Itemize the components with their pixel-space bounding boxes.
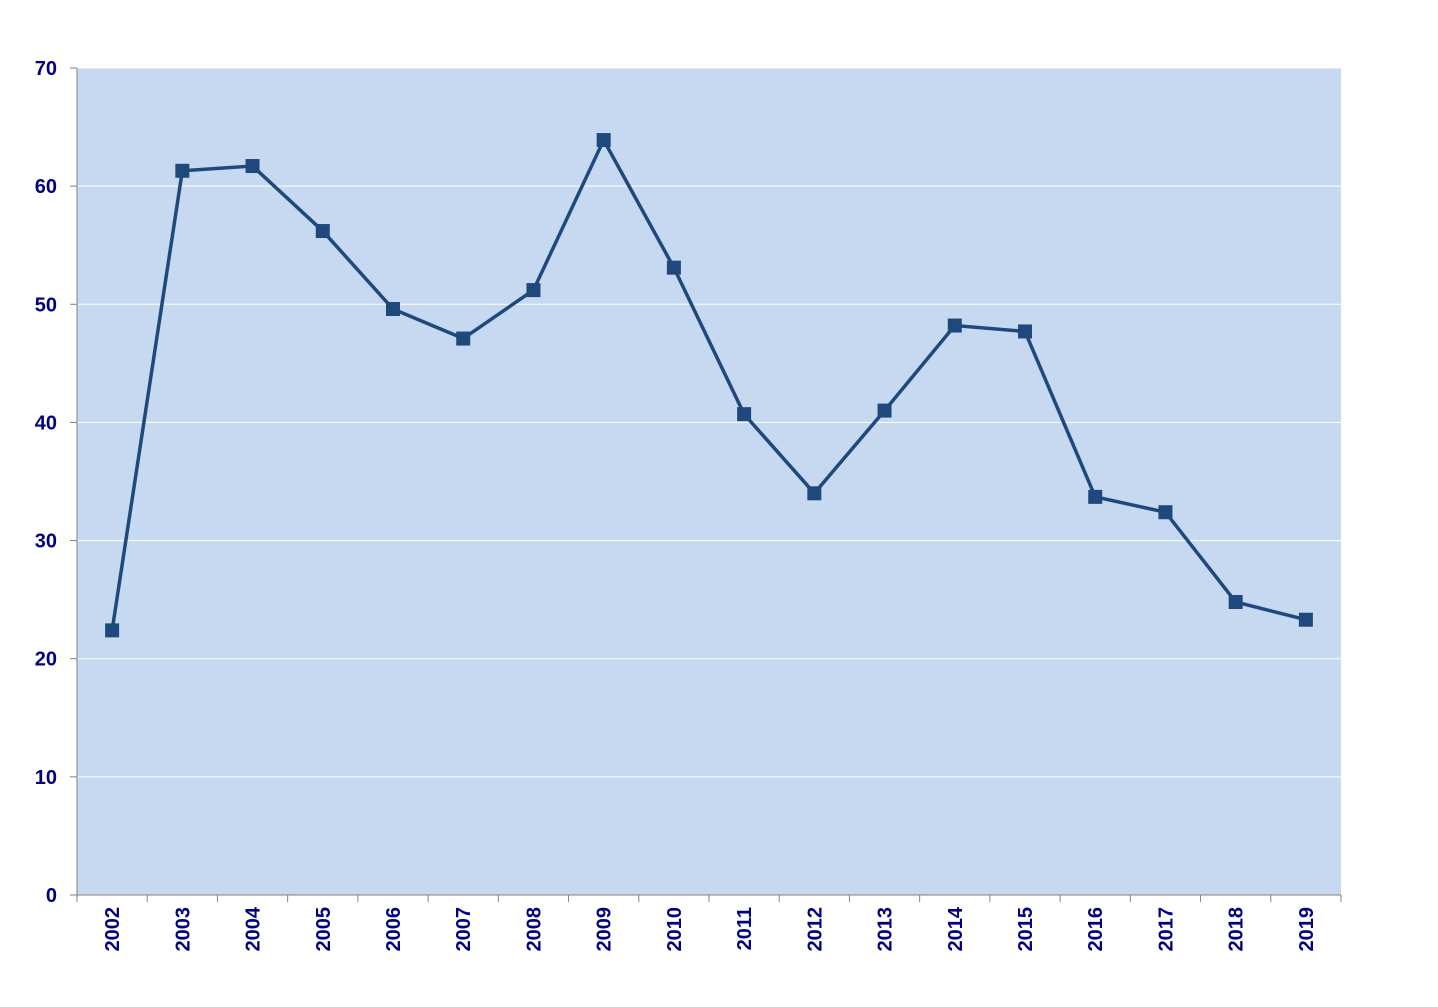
data-line — [110, 136, 1307, 631]
data-marker — [386, 302, 400, 317]
x-tick-label: 2016 — [1085, 907, 1107, 952]
x-tick-label: 2002 — [102, 907, 124, 952]
data-marker — [1228, 595, 1243, 610]
x-tick-label: 2005 — [313, 907, 335, 952]
data-marker — [947, 318, 962, 333]
data-marker — [596, 133, 611, 148]
x-tick-label: 2007 — [453, 907, 475, 952]
data-marker — [807, 486, 822, 501]
data-marker — [877, 403, 892, 418]
data-marker — [175, 163, 190, 178]
x-tick-label: 2008 — [523, 907, 545, 952]
data-marker — [737, 407, 752, 422]
data-marker — [245, 159, 260, 174]
plot-area — [77, 68, 1341, 895]
x-tick-label: 2006 — [383, 907, 405, 952]
x-tick-label: 2003 — [172, 907, 194, 952]
data-marker — [1298, 612, 1313, 627]
data-marker — [1018, 324, 1032, 339]
y-tick-label: 10 — [35, 767, 57, 789]
y-tick-label: 50 — [35, 294, 57, 316]
data-marker — [666, 260, 681, 275]
data-marker — [456, 331, 471, 346]
x-tick-label: 2013 — [875, 907, 897, 952]
y-tick-label: 70 — [35, 58, 57, 80]
data-marker — [526, 283, 541, 298]
x-tick-label: 2014 — [945, 906, 967, 951]
data-marker — [105, 623, 120, 638]
y-tick-label: 0 — [46, 885, 57, 907]
x-tick-label: 2009 — [594, 907, 616, 952]
x-tick-label: 2012 — [804, 907, 826, 952]
x-tick-label: 2017 — [1155, 907, 1177, 952]
x-tick-label: 2010 — [664, 907, 686, 952]
data-marker — [1088, 489, 1103, 504]
x-tick-label: 2015 — [1015, 907, 1037, 952]
data-marker — [1158, 505, 1173, 520]
y-tick-label: 40 — [35, 412, 57, 434]
x-tick-label: 2018 — [1226, 907, 1248, 952]
x-tick-label: 2019 — [1296, 907, 1318, 952]
data-marker — [315, 224, 330, 239]
y-tick-label: 60 — [35, 176, 57, 198]
y-tick-label: 20 — [35, 649, 57, 671]
x-tick-label: 2004 — [243, 906, 265, 951]
y-tick-label: 30 — [35, 531, 57, 553]
x-tick-label: 2011 — [734, 907, 756, 950]
